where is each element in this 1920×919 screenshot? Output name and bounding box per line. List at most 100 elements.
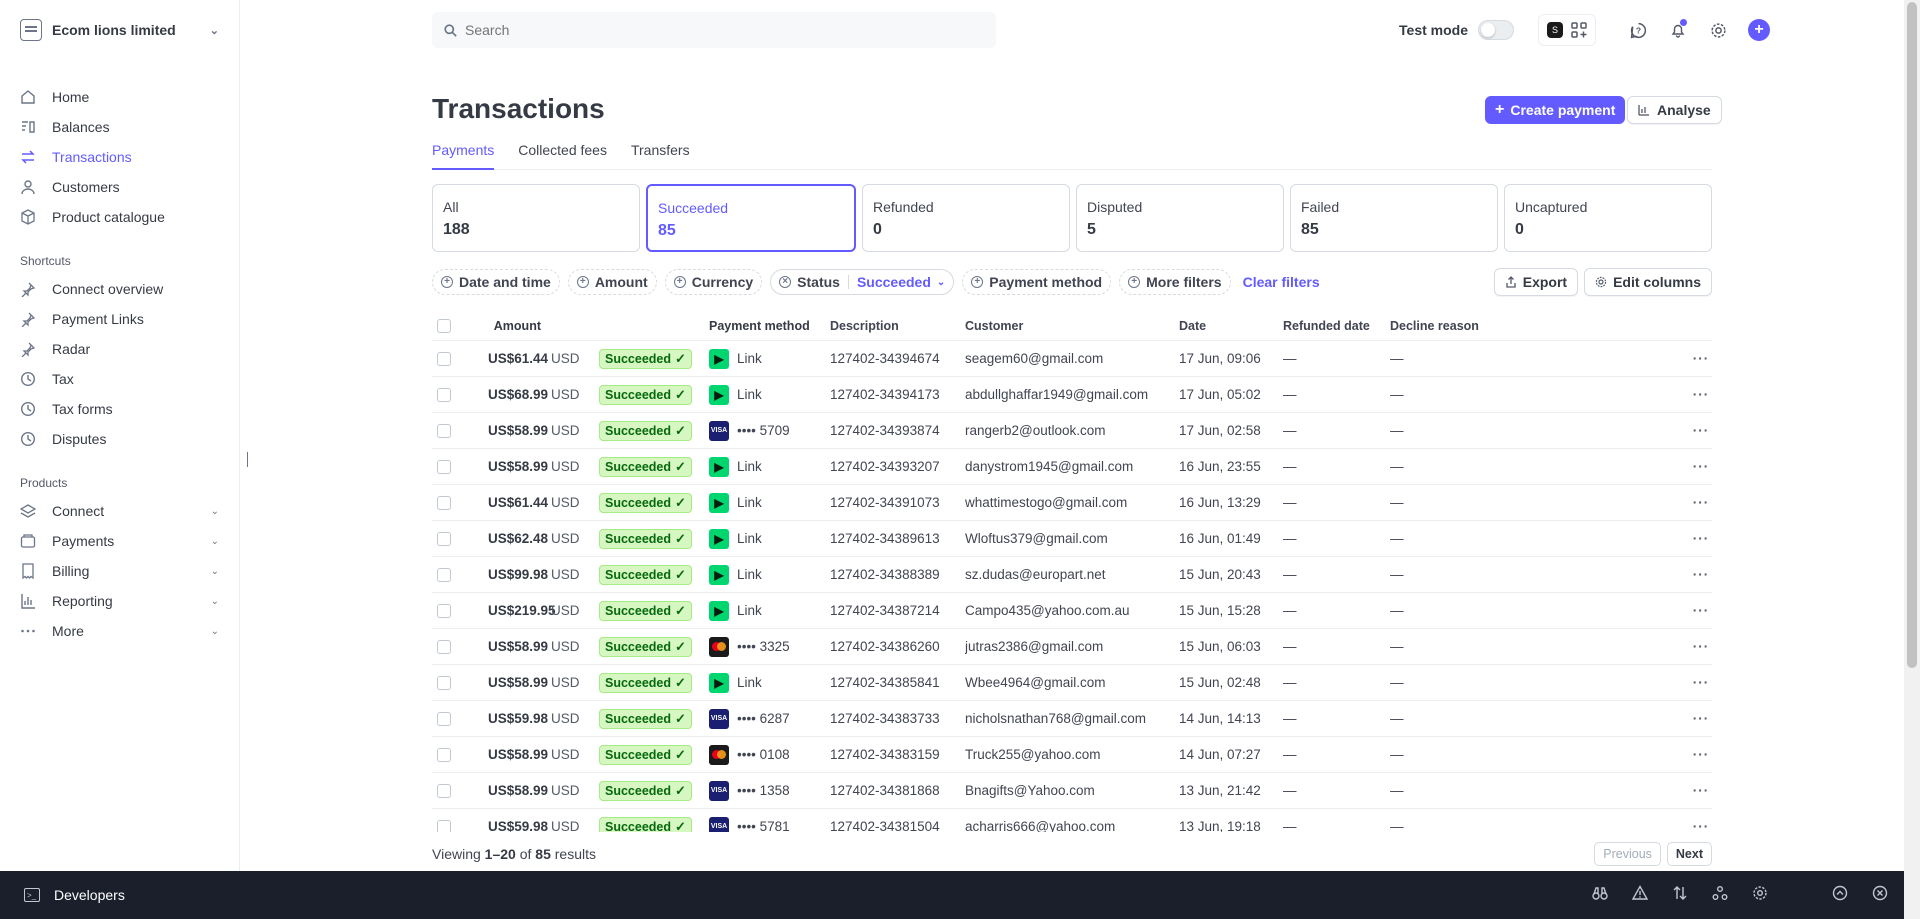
sidebar-resize-handle[interactable] xyxy=(247,452,248,467)
sidebar-item-product-catalogue[interactable]: Product catalogue xyxy=(0,202,239,232)
select-all-checkbox[interactable] xyxy=(437,319,451,333)
filter-more[interactable]: + More filters xyxy=(1119,269,1231,295)
row-checkbox[interactable] xyxy=(437,675,451,690)
header-customer[interactable]: Customer xyxy=(965,319,1024,333)
table-row[interactable]: US$61.44 USD Succeeded ✓ ▶ Link 127402-3439467… xyxy=(432,341,1712,377)
search-input[interactable] xyxy=(465,22,965,38)
table-row[interactable]: US$219.95 USD Succeeded ✓ ▶ Link 127402-343872… xyxy=(432,593,1712,629)
table-row[interactable]: US$62.48 USD Succeeded ✓ ▶ Link 127402-3438961… xyxy=(432,521,1712,557)
row-more-actions-icon[interactable]: ··· xyxy=(1692,387,1710,402)
row-more-actions-icon[interactable]: ··· xyxy=(1692,423,1710,438)
sidebar-item-connect-overview[interactable]: Connect overview xyxy=(0,274,239,304)
row-more-actions-icon[interactable]: ··· xyxy=(1692,567,1710,582)
close-circle-icon[interactable] xyxy=(1872,885,1888,906)
row-more-actions-icon[interactable]: ··· xyxy=(1692,603,1710,618)
create-plus-icon[interactable]: + xyxy=(1748,19,1770,41)
settings-gear-icon[interactable] xyxy=(1706,18,1730,42)
filter-currency[interactable]: + Currency xyxy=(664,269,763,295)
export-button[interactable]: Export xyxy=(1493,268,1579,296)
create-payment-button[interactable]: + Create payment xyxy=(1485,96,1626,124)
row-checkbox[interactable] xyxy=(437,459,451,474)
header-refunded-date[interactable]: Refunded date xyxy=(1283,319,1370,333)
status-card-disputed[interactable]: Disputed 5 xyxy=(1076,184,1284,252)
table-row[interactable]: US$59.98 USD Succeeded ✓ VISA •••• 5781 127402… xyxy=(432,809,1712,832)
row-more-actions-icon[interactable]: ··· xyxy=(1692,459,1710,474)
row-checkbox[interactable] xyxy=(437,387,451,402)
row-checkbox[interactable] xyxy=(437,423,451,438)
sidebar-item-tax[interactable]: Tax xyxy=(0,364,239,394)
binoculars-icon[interactable] xyxy=(1592,885,1608,906)
row-checkbox[interactable] xyxy=(437,783,451,798)
remove-circle-icon[interactable]: × xyxy=(779,276,792,288)
table-row[interactable]: US$68.99 USD Succeeded ✓ ▶ Link 127402-3439417… xyxy=(432,377,1712,413)
sidebar-item-transactions[interactable]: Transactions xyxy=(0,142,239,172)
apps-grid-icon[interactable] xyxy=(1567,18,1591,42)
row-checkbox[interactable] xyxy=(437,351,451,366)
sidebar-item-disputes[interactable]: Disputes xyxy=(0,424,239,454)
expand-up-icon[interactable] xyxy=(1832,885,1848,906)
sidebar-item-balances[interactable]: Balances xyxy=(0,112,239,142)
tab-payments[interactable]: Payments xyxy=(432,140,495,170)
edit-columns-button[interactable]: Edit columns xyxy=(1584,268,1712,296)
row-checkbox[interactable] xyxy=(437,747,451,762)
scrollbar-thumb[interactable] xyxy=(1907,2,1917,668)
tab-transfers[interactable]: Transfers xyxy=(630,142,690,158)
row-more-actions-icon[interactable]: ··· xyxy=(1692,531,1710,546)
header-amount[interactable]: Amount xyxy=(493,319,541,333)
sidebar-item-payment-links[interactable]: Payment Links xyxy=(0,304,239,334)
row-more-actions-icon[interactable]: ··· xyxy=(1692,675,1710,690)
settings-gear-icon[interactable] xyxy=(1752,885,1768,906)
table-row[interactable]: US$58.99 USD Succeeded ✓ ▶ Link 127402-3438584… xyxy=(432,665,1712,701)
row-more-actions-icon[interactable]: ··· xyxy=(1692,495,1710,510)
row-more-actions-icon[interactable]: ··· xyxy=(1692,819,1710,832)
developers-bar[interactable]: >_ Developers xyxy=(0,871,1904,919)
sidebar-item-connect[interactable]: Connect ⌄ xyxy=(0,496,239,526)
previous-button[interactable]: Previous xyxy=(1594,842,1661,866)
sidebar-item-radar[interactable]: Radar xyxy=(0,334,239,364)
table-row[interactable]: US$59.98 USD Succeeded ✓ VISA •••• 6287 127402… xyxy=(432,701,1712,737)
filter-status[interactable]: × Status Succeeded ⌄ xyxy=(770,269,955,295)
header-payment-method[interactable]: Payment method xyxy=(709,319,810,333)
sidebar-item-payments[interactable]: Payments ⌄ xyxy=(0,526,239,556)
status-card-refunded[interactable]: Refunded 0 xyxy=(862,184,1070,252)
table-row[interactable]: US$58.99 USD Succeeded ✓ VISA •••• 5709 127402… xyxy=(432,413,1712,449)
row-checkbox[interactable] xyxy=(437,639,451,654)
sidebar-item-tax-forms[interactable]: Tax forms xyxy=(0,394,239,424)
help-icon[interactable]: ? xyxy=(1626,18,1650,42)
row-checkbox[interactable] xyxy=(437,603,451,618)
sidebar-item-reporting[interactable]: Reporting ⌄ xyxy=(0,586,239,616)
table-row[interactable]: US$61.44 USD Succeeded ✓ ▶ Link 127402-3439107… xyxy=(432,485,1712,521)
row-checkbox[interactable] xyxy=(437,495,451,510)
row-checkbox[interactable] xyxy=(437,531,451,546)
clear-filters-link[interactable]: Clear filters xyxy=(1242,274,1320,290)
next-button[interactable]: Next xyxy=(1666,842,1712,866)
row-checkbox[interactable] xyxy=(437,711,451,726)
account-switcher[interactable]: Ecom lions limited ⌄ xyxy=(0,0,239,60)
search-bar[interactable] xyxy=(432,12,996,48)
row-more-actions-icon[interactable]: ··· xyxy=(1692,351,1710,366)
sidebar-item-more[interactable]: More ⌄ xyxy=(0,616,239,646)
header-decline-reason[interactable]: Decline reason xyxy=(1390,319,1479,333)
status-card-failed[interactable]: Failed 85 xyxy=(1290,184,1498,252)
table-row[interactable]: US$58.99 USD Succeeded ✓ •••• 3325 127402-343… xyxy=(432,629,1712,665)
app-icon[interactable]: S xyxy=(1547,22,1563,38)
sidebar-item-home[interactable]: Home xyxy=(0,82,239,112)
filter-payment-method[interactable]: + Payment method xyxy=(962,269,1112,295)
analyse-button[interactable]: Analyse xyxy=(1627,96,1722,124)
warning-icon[interactable] xyxy=(1631,884,1649,906)
filter-amount[interactable]: + Amount xyxy=(567,269,657,295)
row-more-actions-icon[interactable]: ··· xyxy=(1692,783,1710,798)
row-more-actions-icon[interactable]: ··· xyxy=(1692,711,1710,726)
status-card-uncaptured[interactable]: Uncaptured 0 xyxy=(1504,184,1712,252)
row-checkbox[interactable] xyxy=(437,819,451,832)
header-date[interactable]: Date xyxy=(1179,319,1207,333)
table-row[interactable]: US$99.98 USD Succeeded ✓ ▶ Link 127402-3438838… xyxy=(432,557,1712,593)
table-row[interactable]: US$58.99 USD Succeeded ✓ ▶ Link 127402-3439320… xyxy=(432,449,1712,485)
table-row[interactable]: US$58.99 USD Succeeded ✓ VISA •••• 1358 127402… xyxy=(432,773,1712,809)
sort-arrows-icon[interactable] xyxy=(1672,885,1688,906)
test-mode-toggle[interactable] xyxy=(1478,20,1514,40)
row-more-actions-icon[interactable]: ··· xyxy=(1692,639,1710,654)
status-card-succeeded[interactable]: Succeeded 85 xyxy=(646,184,856,252)
webhooks-icon[interactable] xyxy=(1712,885,1728,906)
row-more-actions-icon[interactable]: ··· xyxy=(1692,747,1710,762)
